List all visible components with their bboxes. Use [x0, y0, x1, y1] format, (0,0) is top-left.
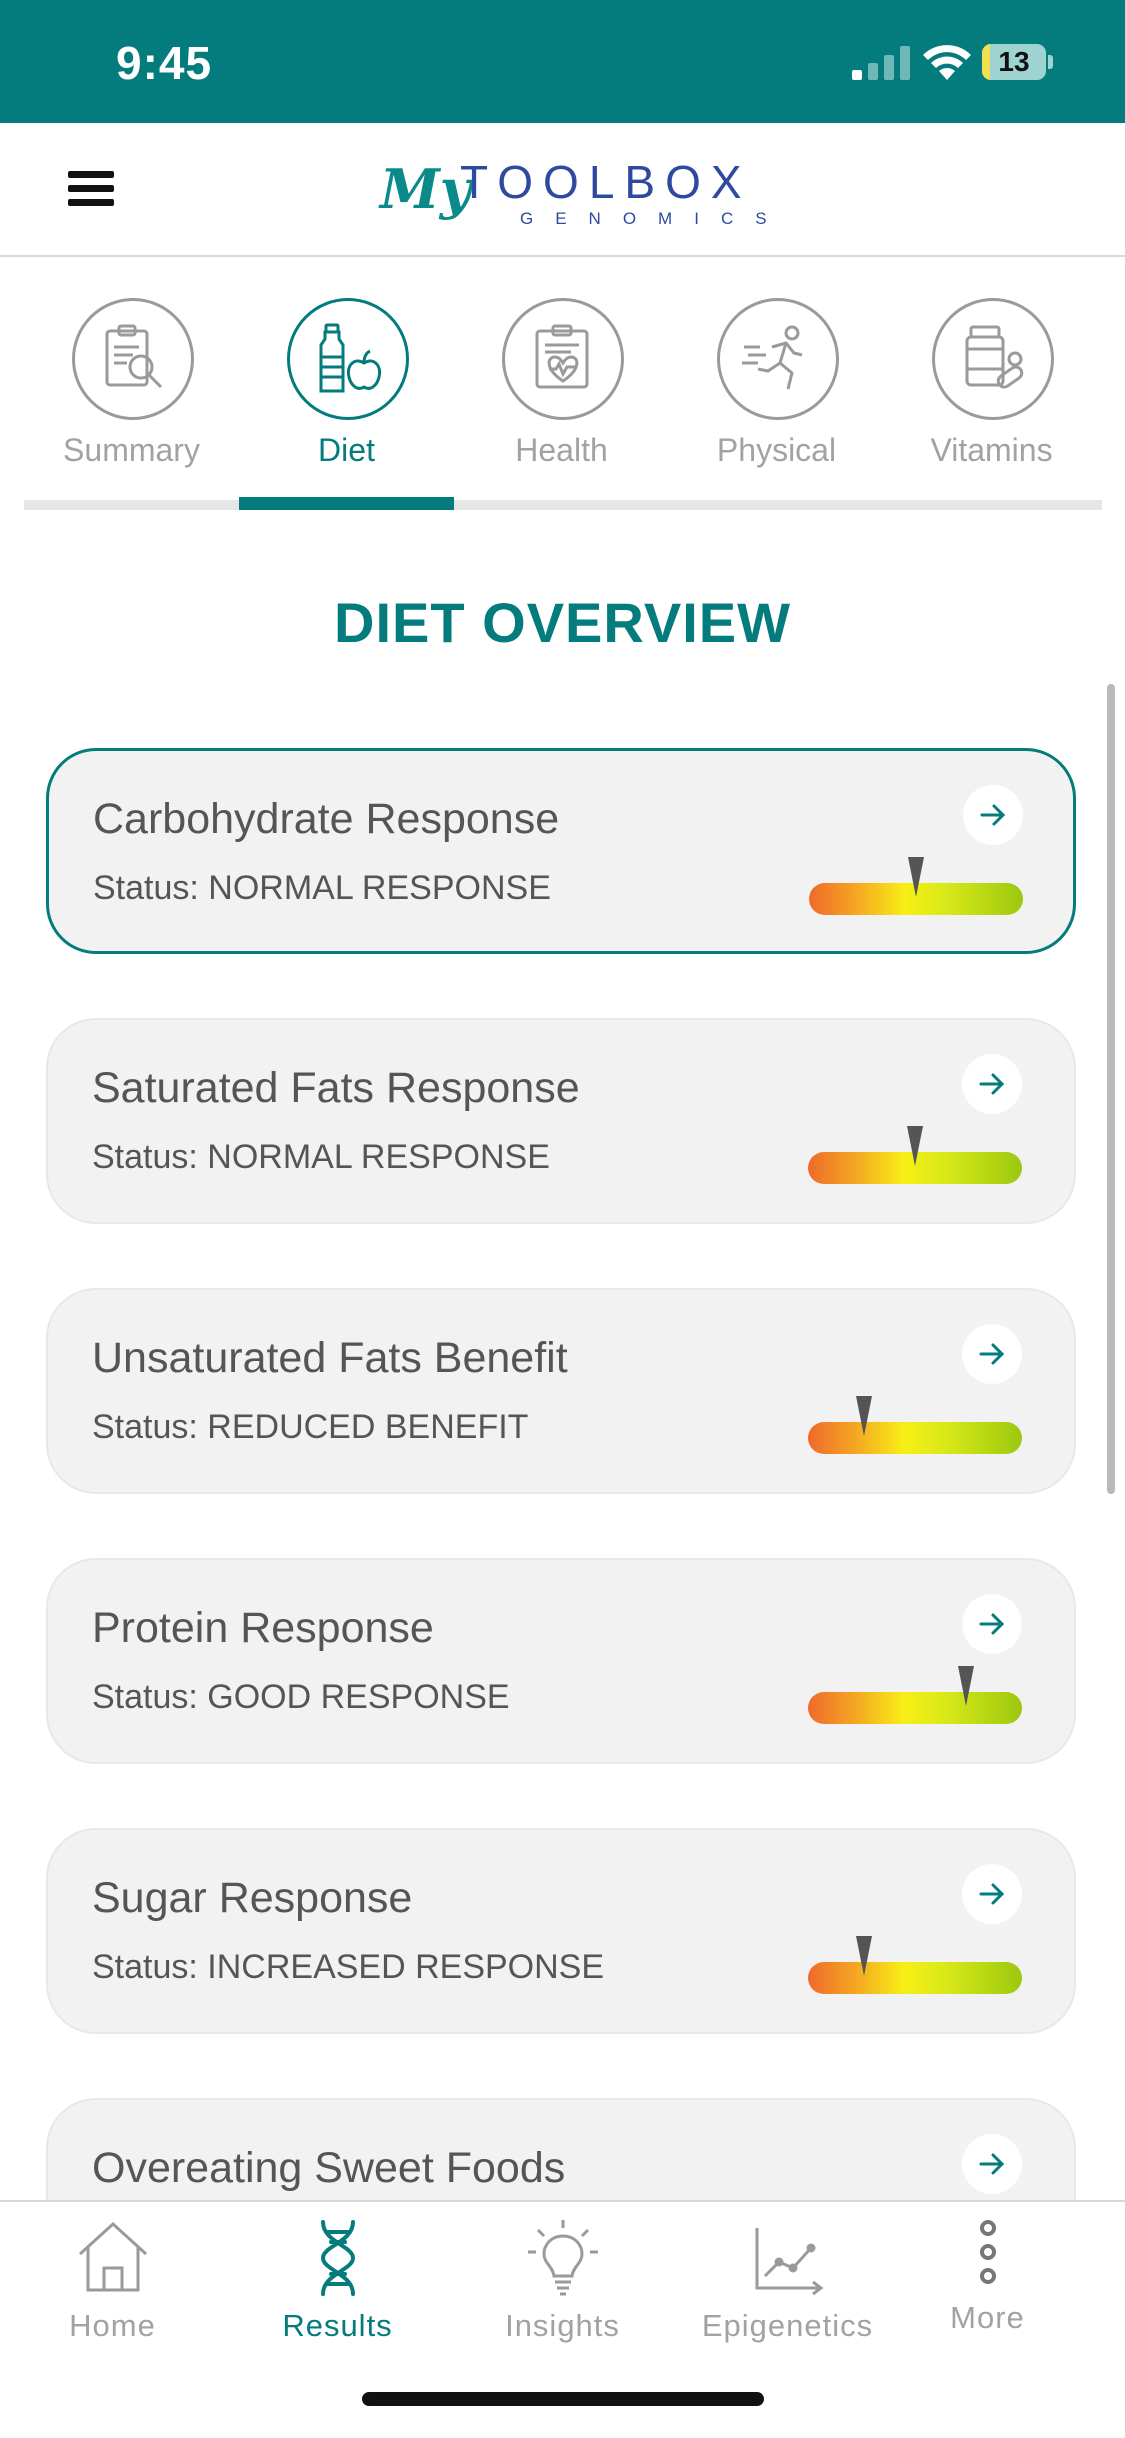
battery-level: 13 [998, 46, 1030, 77]
tab-label: Health [515, 432, 608, 468]
clipboard-magnifier-icon [105, 324, 163, 389]
clipboard-heart-icon [535, 324, 589, 389]
card-status: Status: REDUCED BENEFIT [92, 1408, 529, 1446]
app-header: My TOOLBOX GENOMICS [0, 123, 1125, 257]
card-title: Overeating Sweet Foods [92, 2144, 566, 2192]
arrow-right-button[interactable] [962, 2134, 1022, 2194]
category-tabs: Summary Diet Health [24, 290, 1102, 510]
arrow-right-button[interactable] [962, 1864, 1022, 1924]
tab-summary[interactable]: Summary [24, 290, 239, 510]
arrow-right-button[interactable] [962, 1324, 1022, 1384]
card-status: Status: GOOD RESPONSE [92, 1678, 510, 1716]
card-status: Status: INCREASED RESPONSE [92, 1948, 605, 1986]
nav-label: Epigenetics [701, 2308, 874, 2343]
arrow-right-button[interactable] [963, 785, 1023, 845]
arrow-right-icon [979, 2153, 1005, 2175]
logo-wordmark: TOOLBOX [460, 156, 752, 208]
gauge-needle [908, 857, 924, 897]
battery-icon: 13 [982, 44, 1054, 82]
tab-active-indicator [239, 497, 454, 510]
arrow-right-icon [979, 1073, 1005, 1095]
card-protein-response[interactable]: Protein Response Status: GOOD RESPONSE [46, 1558, 1076, 1764]
nav-label: Insights [505, 2308, 620, 2343]
home-indicator[interactable] [362, 2392, 764, 2406]
lightbulb-icon [528, 2220, 598, 2296]
cellular-signal-icon [852, 46, 910, 80]
hamburger-menu-icon[interactable] [68, 171, 114, 207]
card-title: Unsaturated Fats Benefit [92, 1334, 568, 1382]
tab-label: Physical [716, 432, 837, 468]
tab-label: Vitamins [930, 432, 1053, 468]
arrow-right-button[interactable] [962, 1594, 1022, 1654]
logo-script: My [380, 157, 472, 221]
gauge-needle [855, 1396, 872, 1436]
vertical-dots-icon [980, 2220, 996, 2284]
card-saturated-fats-response[interactable]: Saturated Fats Response Status: NORMAL R… [46, 1018, 1076, 1224]
arrow-right-icon [979, 1883, 1005, 1905]
wifi-icon [923, 45, 971, 80]
dna-icon [320, 2220, 356, 2296]
status-time: 9:45 [116, 37, 213, 89]
status-bar: 9:45 13 [0, 0, 1125, 123]
response-gauge [808, 1126, 1022, 1184]
scrollbar[interactable] [1107, 684, 1115, 1494]
house-icon [78, 2221, 148, 2292]
tab-health[interactable]: Health [454, 290, 669, 510]
arrow-right-icon [980, 804, 1006, 826]
nav-more[interactable]: More [875, 2202, 1100, 2362]
response-gauge [809, 857, 1023, 915]
nav-label: Results [282, 2308, 393, 2343]
card-status: Status: NORMAL RESPONSE [92, 1138, 550, 1176]
card-status: Status: NORMAL RESPONSE [93, 869, 551, 907]
nav-label: Home [69, 2308, 156, 2343]
arrow-right-icon [979, 1613, 1005, 1635]
tab-track [24, 500, 1102, 510]
card-title: Sugar Response [92, 1874, 413, 1922]
battery-fill [982, 44, 991, 80]
bottle-apple-icon [319, 323, 382, 393]
arrow-right-icon [979, 1343, 1005, 1365]
card-unsaturated-fats-benefit[interactable]: Unsaturated Fats Benefit Status: REDUCED… [46, 1288, 1076, 1494]
response-gauge [808, 1666, 1022, 1724]
response-gauge [808, 1936, 1022, 1994]
nav-epigenetics[interactable]: Epigenetics [675, 2202, 900, 2362]
nav-insights[interactable]: Insights [450, 2202, 675, 2362]
response-gauge [808, 1396, 1022, 1454]
gauge-needle [855, 1936, 872, 1976]
tab-label: Summary [63, 432, 200, 468]
tab-physical[interactable]: Physical [669, 290, 884, 510]
nav-label: More [950, 2300, 1025, 2335]
card-carbohydrate-response[interactable]: Carbohydrate Response Status: NORMAL RES… [46, 748, 1076, 954]
nav-results[interactable]: Results [225, 2202, 450, 2362]
tab-diet[interactable]: Diet [239, 290, 454, 510]
arrow-right-button[interactable] [962, 1054, 1022, 1114]
card-title: Protein Response [92, 1604, 434, 1652]
card-title: Saturated Fats Response [92, 1064, 580, 1112]
gauge-needle [958, 1666, 975, 1706]
nav-home[interactable]: Home [0, 2202, 225, 2362]
card-sugar-response[interactable]: Sugar Response Status: INCREASED RESPONS… [46, 1828, 1076, 2034]
running-person-icon [742, 325, 803, 390]
app-logo: My TOOLBOX GENOMICS [380, 151, 767, 231]
tab-vitamins[interactable]: Vitamins [884, 290, 1099, 510]
line-graph-icon [755, 2228, 824, 2296]
page-title: DIET OVERVIEW [334, 591, 791, 654]
gauge-needle [907, 1126, 923, 1166]
tab-label: Diet [318, 432, 375, 468]
logo-subtitle: GENOMICS [520, 209, 789, 228]
card-title: Carbohydrate Response [93, 795, 560, 843]
pill-bottle-icon [965, 325, 1024, 389]
